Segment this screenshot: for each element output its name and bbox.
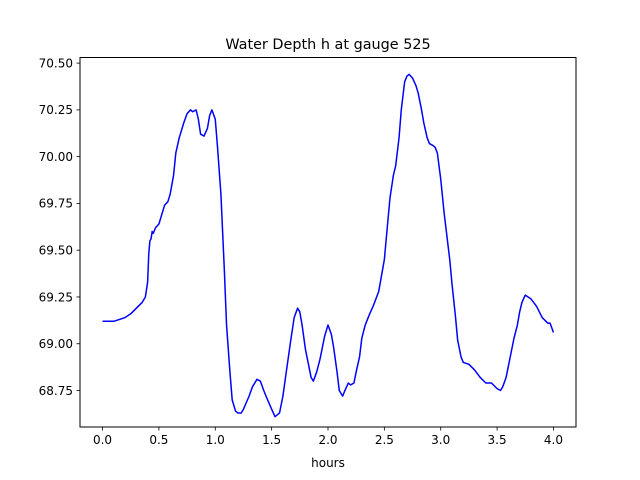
y-tick-label: 69.25 xyxy=(39,290,73,304)
y-tick-label: 70.50 xyxy=(39,56,73,70)
x-tick-label: 2.0 xyxy=(318,433,337,447)
x-tick-label: 2.5 xyxy=(375,433,394,447)
y-tick-label: 70.25 xyxy=(39,103,73,117)
y-tick-label: 69.50 xyxy=(39,244,73,258)
x-tick-label: 0.0 xyxy=(93,433,112,447)
y-tick-label: 70.00 xyxy=(39,150,73,164)
x-tick-label: 1.0 xyxy=(206,433,225,447)
x-tick-label: 4.0 xyxy=(544,433,563,447)
y-tick-label: 68.75 xyxy=(39,384,73,398)
y-tick-label: 69.00 xyxy=(39,337,73,351)
y-tick-label: 69.75 xyxy=(39,197,73,211)
x-tick-label: 3.5 xyxy=(488,433,507,447)
x-tick-label: 3.0 xyxy=(431,433,450,447)
y-axis: 68.75 69.00 69.25 69.50 69.75 70.00 70.25 70.50 xyxy=(39,56,80,398)
series-layer xyxy=(102,73,555,418)
x-tick-label: 1.5 xyxy=(262,433,281,447)
x-axis-label: hours xyxy=(311,456,345,470)
x-axis: 0.0 0.5 1.0 1.5 2.0 2.5 3.0 3.5 4.0 xyxy=(93,427,563,447)
chart-title: Water Depth h at gauge 525 xyxy=(225,37,430,53)
series-line xyxy=(102,73,555,418)
x-tick-label: 0.5 xyxy=(149,433,168,447)
